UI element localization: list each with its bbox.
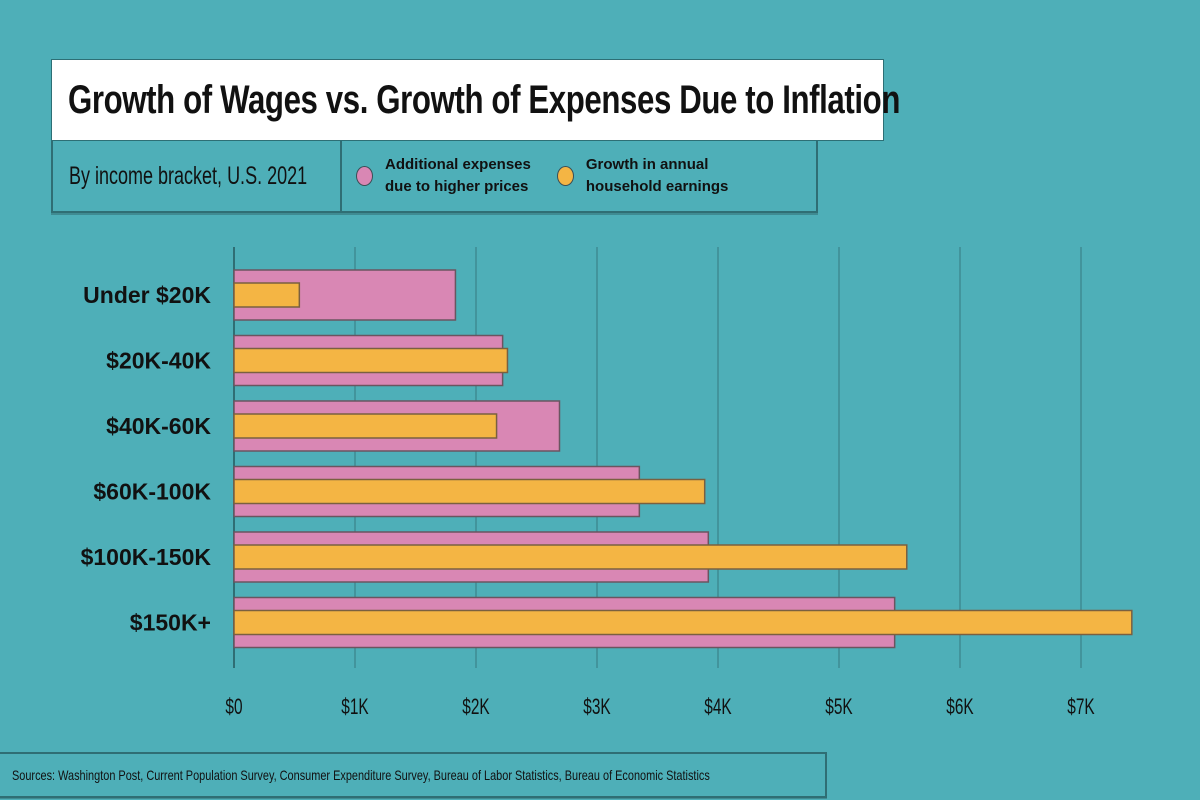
x-tick-label: $0 xyxy=(225,695,242,719)
sources-box: Sources: Washington Post, Current Popula… xyxy=(0,752,827,798)
bar-earnings xyxy=(233,413,498,439)
category-label: $100K-150K xyxy=(81,544,212,570)
x-tick-label: $6K xyxy=(946,695,974,719)
bar-earnings xyxy=(233,282,301,308)
x-tick-label: $3K xyxy=(583,695,611,719)
bar-earnings xyxy=(233,609,1133,636)
legend-item-earnings: Growth in annual household earnings xyxy=(556,154,729,198)
pink-circle-icon xyxy=(356,166,373,186)
bar-earnings xyxy=(233,478,706,505)
legend-label-earnings: Growth in annual household earnings xyxy=(585,156,729,195)
bar-earnings xyxy=(233,347,509,374)
chart-title: Growth of Wages vs. Growth of Expenses D… xyxy=(68,77,901,122)
x-tick-label: $5K xyxy=(825,695,853,719)
legend-label-expenses: Additional expenses due to higher prices xyxy=(385,156,531,195)
legend-item-expenses: Additional expenses due to higher prices xyxy=(356,154,531,198)
x-tick-label: $4K xyxy=(704,695,732,719)
subtitle-legend-row: By income bracket, U.S. 2021 Additional … xyxy=(51,141,818,213)
x-tick-label: $2K xyxy=(462,695,490,719)
bar-earnings xyxy=(233,544,908,570)
legend: Additional expenses due to higher prices… xyxy=(342,141,816,211)
orange-circle-icon xyxy=(556,166,574,186)
chart-title-box: Growth of Wages vs. Growth of Expenses D… xyxy=(51,59,900,141)
category-label: $150K+ xyxy=(130,610,211,636)
category-label: $60K-100K xyxy=(93,479,211,505)
chart-subtitle: By income bracket, U.S. 2021 xyxy=(69,161,308,190)
sources-text: Sources: Washington Post, Current Popula… xyxy=(12,767,710,783)
category-label: $40K-60K xyxy=(106,413,211,439)
category-label: $20K-40K xyxy=(106,348,211,374)
x-tick-label: $1K xyxy=(341,695,369,719)
x-tick-label: $7K xyxy=(1067,695,1095,719)
subtitle-cell: By income bracket, U.S. 2021 xyxy=(53,141,342,211)
category-label: Under $20K xyxy=(83,282,211,308)
